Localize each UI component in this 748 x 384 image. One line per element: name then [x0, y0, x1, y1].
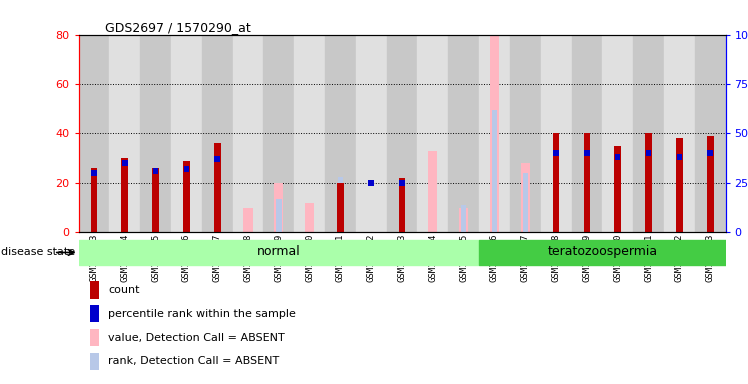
Bar	[554, 150, 559, 156]
Bar	[109, 35, 140, 232]
Bar	[276, 199, 281, 232]
Bar	[491, 110, 497, 232]
Bar	[79, 35, 109, 232]
Bar	[91, 170, 96, 176]
Bar	[645, 134, 652, 232]
Bar	[614, 146, 621, 232]
Bar	[215, 156, 220, 162]
Bar	[708, 150, 713, 156]
Bar	[615, 154, 621, 160]
Bar	[676, 138, 683, 232]
Bar	[356, 35, 387, 232]
Bar	[571, 35, 602, 232]
Bar	[677, 154, 682, 160]
Bar	[479, 35, 510, 232]
Text: percentile rank within the sample: percentile rank within the sample	[108, 309, 296, 319]
Text: value, Detection Call = ABSENT: value, Detection Call = ABSENT	[108, 333, 285, 343]
Bar	[541, 35, 571, 232]
FancyBboxPatch shape	[79, 240, 479, 265]
Bar	[399, 180, 405, 186]
Text: teratozoospermia: teratozoospermia	[548, 245, 657, 258]
Text: disease state: disease state	[1, 247, 76, 257]
Bar	[510, 35, 541, 232]
Bar	[183, 161, 190, 232]
Bar	[233, 35, 263, 232]
Bar	[490, 35, 499, 232]
Bar	[153, 168, 159, 174]
Bar	[646, 150, 652, 156]
Bar	[275, 183, 283, 232]
Bar	[91, 168, 97, 232]
Bar	[399, 178, 405, 232]
Bar	[429, 151, 438, 232]
Bar	[243, 208, 253, 232]
Bar	[448, 35, 479, 232]
Bar	[214, 143, 221, 232]
Bar	[584, 150, 589, 156]
Bar	[417, 35, 448, 232]
Bar	[664, 35, 695, 232]
Bar	[521, 163, 530, 232]
Bar	[695, 35, 726, 232]
Bar	[369, 180, 374, 186]
Bar	[707, 136, 714, 232]
Bar	[337, 183, 344, 232]
Text: GDS2697 / 1570290_at: GDS2697 / 1570290_at	[105, 21, 251, 34]
Bar	[633, 35, 664, 232]
Bar	[583, 134, 590, 232]
Bar	[122, 160, 127, 166]
Bar	[294, 35, 325, 232]
Bar	[553, 134, 560, 232]
Bar	[459, 208, 468, 232]
Bar	[602, 35, 633, 232]
Bar	[305, 203, 314, 232]
Text: rank, Detection Call = ABSENT: rank, Detection Call = ABSENT	[108, 356, 280, 366]
Bar	[152, 168, 159, 232]
Bar	[325, 35, 356, 232]
FancyBboxPatch shape	[479, 240, 726, 265]
Bar	[387, 35, 417, 232]
Bar	[171, 35, 202, 232]
Bar	[461, 205, 467, 232]
Text: count: count	[108, 285, 140, 295]
Bar	[140, 35, 171, 232]
Text: normal: normal	[257, 245, 301, 258]
Bar	[183, 166, 189, 172]
Bar	[263, 35, 294, 232]
Bar	[202, 35, 233, 232]
Bar	[121, 158, 128, 232]
Bar	[337, 177, 343, 232]
Bar	[523, 173, 528, 232]
